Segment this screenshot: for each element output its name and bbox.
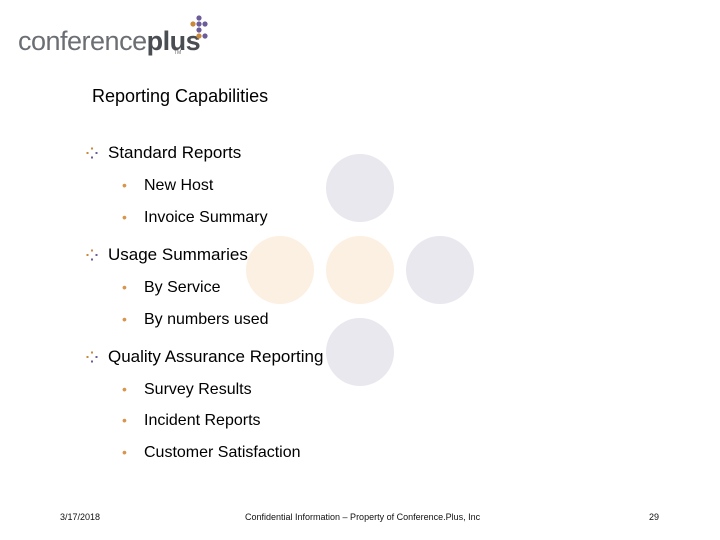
section-standard-reports: Standard Reports	[86, 142, 241, 164]
bullet-icon: •	[122, 209, 127, 225]
slide-title: Reporting Capabilities	[92, 86, 269, 106]
bullet-icon: •	[122, 381, 127, 397]
list-item-label: Incident Reports	[144, 412, 261, 429]
logo-dots-icon	[190, 15, 208, 39]
section-quality-assurance-reporting: Quality Assurance Reporting	[86, 346, 323, 368]
section-usage-summaries: Usage Summaries	[86, 244, 248, 266]
section-label: Standard Reports	[108, 143, 242, 162]
list-item: • Invoice Summary	[122, 206, 268, 228]
logo-trademark: TM	[174, 50, 182, 56]
footer-date: 3/17/2018	[60, 512, 101, 522]
logo-wordmark: conferenceplus	[18, 26, 201, 57]
bullet-icon: •	[122, 444, 127, 460]
conferenceplus-logo: conferenceplus TM	[18, 14, 208, 60]
list-item-label: Customer Satisfaction	[144, 444, 301, 461]
list-item: • Survey Results	[122, 378, 252, 400]
section-label: Usage Summaries	[108, 245, 248, 264]
four-dot-diamond-icon	[86, 249, 98, 261]
logo-text-conference: conference	[18, 26, 147, 56]
decorative-circle-top	[326, 154, 394, 222]
logo-text-plus: plus	[146, 26, 201, 56]
four-dot-diamond-icon	[86, 147, 98, 159]
decorative-circle-bottom	[326, 318, 394, 386]
bullet-icon: •	[122, 412, 127, 428]
list-item-label: Survey Results	[144, 381, 252, 398]
list-item-label: By numbers used	[144, 311, 269, 328]
footer-page-number: 29	[649, 512, 660, 522]
list-item: • New Host	[122, 174, 213, 196]
four-dot-diamond-icon	[86, 351, 98, 363]
list-item: • Incident Reports	[122, 409, 261, 431]
decorative-circle-left	[246, 236, 314, 304]
list-item: • Customer Satisfaction	[122, 441, 301, 463]
section-label: Quality Assurance Reporting	[108, 347, 324, 366]
list-item-label: By Service	[144, 279, 221, 296]
bullet-icon: •	[122, 177, 127, 193]
list-item: • By numbers used	[122, 308, 269, 330]
decorative-circle-right	[406, 236, 474, 304]
list-item-label: New Host	[144, 177, 214, 194]
decorative-circle-center	[326, 236, 394, 304]
footer-confidential: Confidential Information – Property of C…	[245, 512, 481, 522]
list-item: • By Service	[122, 276, 220, 298]
bullet-icon: •	[122, 311, 127, 327]
list-item-label: Invoice Summary	[144, 209, 268, 226]
bullet-icon: •	[122, 279, 127, 295]
